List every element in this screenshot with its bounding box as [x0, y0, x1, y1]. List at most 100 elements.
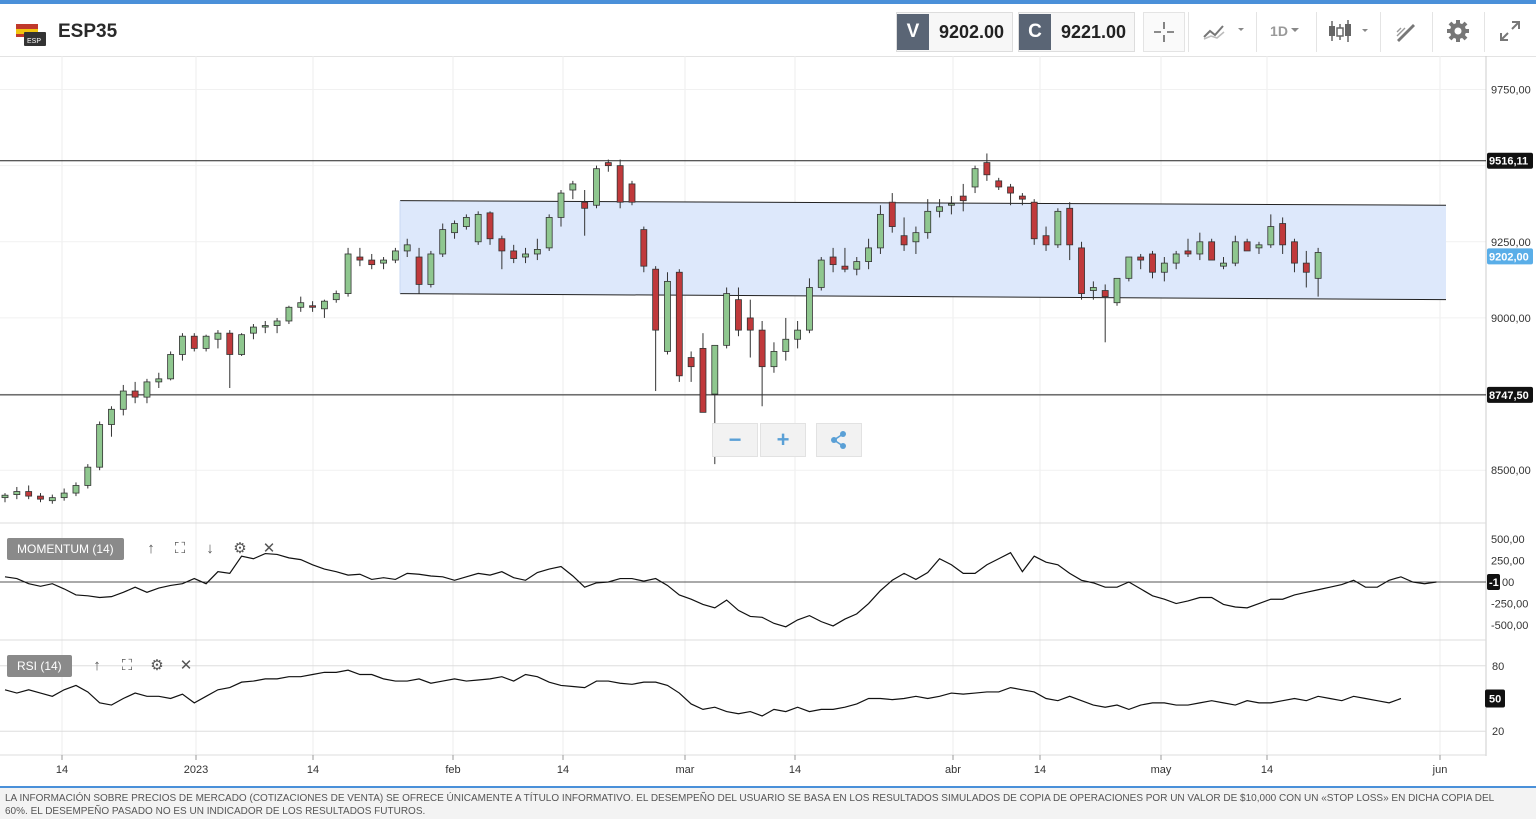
candle-bull [143, 381, 151, 398]
price-marker-label: 9202,00 [1489, 251, 1529, 263]
price-chart[interactable]: 9750,00 9250,00 9000,00 8500,00 9516,11 9202,… [0, 56, 1536, 786]
price-tick-label: 8500,00 [1491, 465, 1531, 477]
fullscreen-button[interactable] [1490, 12, 1530, 50]
line-chart-type-icon [1203, 25, 1244, 40]
sell-price-box[interactable]: V 9202.00 [896, 12, 1014, 52]
candle-bull [877, 213, 884, 249]
price-marker-tag [1487, 248, 1533, 265]
price-marker-label: 8747,50 [1489, 390, 1529, 402]
drawing-tools-button[interactable] [1386, 12, 1426, 50]
candle-bull [593, 168, 600, 206]
candle-bear [841, 265, 849, 270]
candle-bull [13, 491, 21, 495]
time-tick-label: 14 [307, 764, 319, 776]
candle-bull [1113, 277, 1121, 304]
candle-bear [995, 180, 1003, 188]
candle-bull [344, 253, 352, 294]
candle-bull [108, 408, 115, 425]
toolbar-divider [1316, 12, 1317, 52]
momentum-tick-label: -500,00 [1491, 620, 1528, 632]
price-marker-tag [1487, 386, 1533, 403]
candle-bull [1054, 210, 1062, 246]
candle-bull [179, 335, 186, 355]
candle-bear [1007, 186, 1014, 194]
momentum-zero-tick: 00 [1502, 577, 1514, 589]
candle-bull [403, 244, 411, 252]
candle-bear [1101, 290, 1109, 298]
candle-bear [604, 162, 612, 167]
candle-bear [581, 201, 589, 209]
spain-flag-icon: ESP [16, 24, 46, 46]
candle-bear [1184, 250, 1192, 255]
zoom-out-button[interactable]: − [712, 423, 758, 457]
candle-bull [806, 287, 813, 331]
move-down-icon[interactable]: ↓ [206, 540, 214, 557]
candle-bull [202, 335, 210, 349]
candle-bear [735, 299, 742, 331]
candle-bear [675, 271, 683, 377]
candle-bull [391, 250, 399, 261]
candle-bear [1243, 241, 1251, 252]
candle-bear [699, 347, 707, 413]
expand-icon[interactable]: ⛶ [174, 540, 186, 557]
candle-bull [72, 485, 80, 494]
candle-bull [1314, 252, 1322, 279]
gear-icon[interactable]: ⚙ [150, 657, 164, 674]
chart-type-line-button[interactable] [1198, 12, 1250, 50]
candle-bull [214, 332, 222, 340]
time-tick-label: 2023 [184, 764, 208, 776]
candle-bear [486, 212, 494, 240]
candle-bull [1160, 262, 1168, 273]
timeframe-selector[interactable]: 1D [1262, 12, 1310, 50]
buy-price-box[interactable]: C 9221.00 [1018, 12, 1136, 52]
candle-bull [948, 203, 955, 206]
candle-bear [510, 250, 518, 259]
candle-bull [474, 213, 482, 243]
crosshair-button[interactable] [1143, 12, 1185, 52]
price-marker-label: 9516,11 [1489, 156, 1528, 168]
candle-bear [1137, 256, 1145, 261]
candle-bull [380, 259, 387, 264]
rsi-current-tag [1485, 689, 1505, 708]
momentum-indicator-label[interactable]: MOMENTUM (14) [7, 538, 124, 560]
zoom-in-button[interactable]: + [760, 423, 806, 457]
candle-bull [924, 210, 932, 234]
price-tick-label: 9000,00 [1491, 313, 1531, 325]
move-up-icon[interactable]: ↑ [93, 657, 101, 674]
toolbar-divider [1484, 12, 1485, 52]
settings-button[interactable] [1438, 12, 1478, 50]
rsi-indicator-label[interactable]: RSI (14) [7, 655, 72, 677]
candle-bull [569, 183, 577, 191]
fullscreen-icon [1500, 21, 1520, 41]
expand-icon[interactable]: ⛶ [121, 657, 133, 674]
candle-bear [628, 183, 636, 203]
share-button[interactable] [816, 423, 862, 457]
close-icon[interactable]: ✕ [262, 540, 276, 557]
rsi-tick-label: 20 [1492, 726, 1504, 738]
candle-bear [190, 335, 198, 349]
candle-bear [1208, 241, 1216, 261]
time-tick-label: 14 [1261, 764, 1273, 776]
disclaimer-text: LA INFORMACIÓN SOBRE PRECIOS DE MERCADO … [5, 793, 1494, 817]
candle-bull [1255, 244, 1263, 249]
candle-bear [746, 317, 754, 331]
time-axis: 14 2023 14 feb 14 mar 14 abr 14 may 14 jun [56, 755, 1447, 776]
rsi-line [4, 669, 1402, 717]
candle-bear [900, 235, 908, 246]
candle-bull [119, 390, 127, 410]
gear-icon[interactable]: ⚙ [233, 540, 247, 557]
candle-bull [782, 338, 790, 352]
move-up-icon[interactable]: ↑ [147, 540, 155, 557]
rsi-panel [0, 665, 1486, 732]
close-icon[interactable]: ✕ [179, 657, 193, 674]
candle-bear [616, 165, 624, 203]
candle-bear [1279, 223, 1287, 246]
candle-bull [238, 334, 246, 355]
candlestick-type-button[interactable] [1322, 12, 1374, 50]
chart-grid [0, 56, 1487, 756]
momentum-tick-label: 250,00 [1491, 555, 1525, 567]
candle-bear [829, 256, 837, 266]
time-tick-label: jun [1432, 764, 1448, 776]
candle-bull [84, 466, 92, 486]
rsi-current-label: 50 [1489, 694, 1501, 706]
